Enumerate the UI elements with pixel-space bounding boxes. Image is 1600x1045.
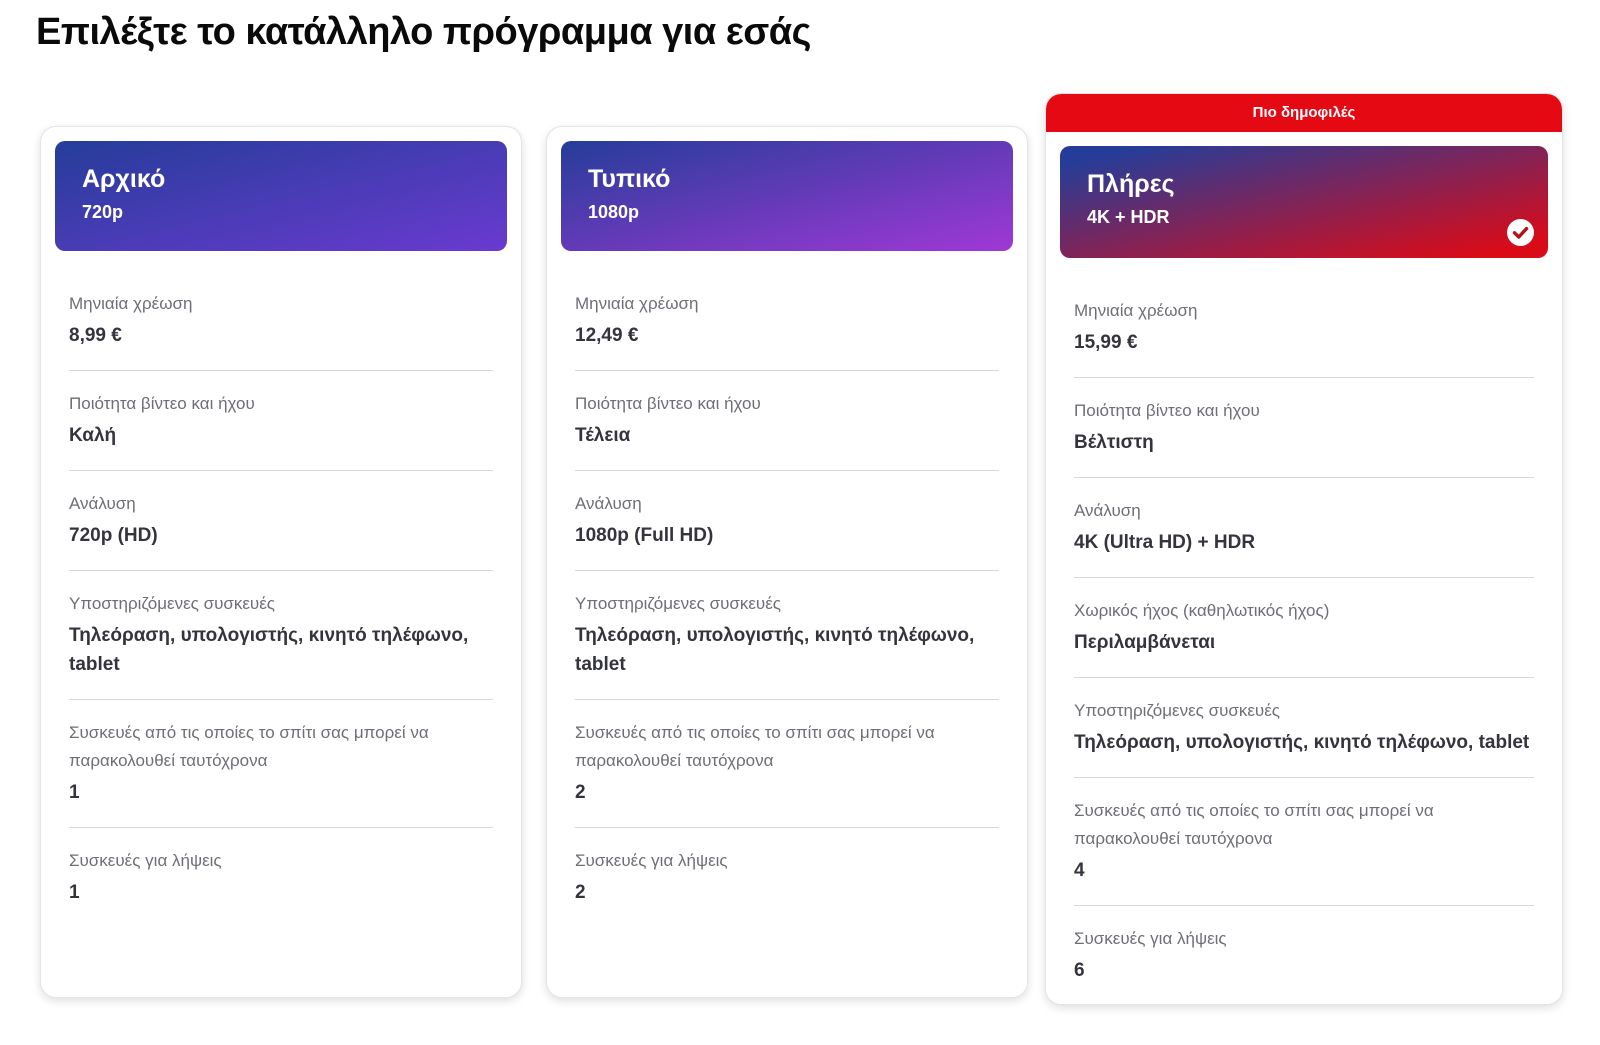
feature-row-av-quality: Ποιότητα βίντεο και ήχου Βέλτιστη bbox=[1074, 378, 1534, 478]
feature-value: Τηλεόραση, υπολογιστής, κινητό τηλέφωνο,… bbox=[1074, 731, 1530, 753]
plan-features-premium: Μηνιαία χρέωση 15,99 € Ποιότητα βίντεο κ… bbox=[1046, 272, 1562, 1004]
feature-value: Βέλτιστη bbox=[1074, 431, 1154, 453]
feature-label: Συσκευές για λήψεις bbox=[575, 850, 728, 870]
feature-row-simultaneous: Συσκευές από τις οποίες το σπίτι σας μπο… bbox=[69, 700, 493, 828]
feature-label: Συσκευές για λήψεις bbox=[69, 850, 222, 870]
plan-quality: 4K + HDR bbox=[1087, 206, 1170, 227]
feature-row-simultaneous: Συσκευές από τις οποίες το σπίτι σας μπο… bbox=[1074, 778, 1534, 906]
feature-value: 2 bbox=[575, 781, 586, 803]
check-circle-icon bbox=[1507, 218, 1534, 246]
feature-row-spatial-audio: Χωρικός ήχος (καθηλωτικός ήχος) Περιλαμβ… bbox=[1074, 578, 1534, 678]
feature-row-downloads: Συσκευές για λήψεις 6 bbox=[1074, 906, 1534, 1004]
feature-row-resolution: Ανάλυση 4K (Ultra HD) + HDR bbox=[1074, 478, 1534, 578]
feature-row-devices: Υποστηριζόμενες συσκευές Τηλεόραση, υπολ… bbox=[1074, 678, 1534, 778]
feature-value: Περιλαμβάνεται bbox=[1074, 631, 1216, 653]
feature-row-monthly-price: Μηνιαία χρέωση 12,49 € bbox=[575, 271, 999, 371]
page-title: Επιλέξτε το κατάλληλο πρόγραμμα για εσάς bbox=[36, 11, 811, 53]
feature-label: Χωρικός ήχος (καθηλωτικός ήχος) bbox=[1074, 600, 1330, 620]
plan-quality: 720p bbox=[82, 201, 124, 222]
plan-card-premium[interactable]: Πιο δημοφιλές Πλήρες 4K + HDR Μηνιαία χρ… bbox=[1045, 92, 1563, 1005]
feature-value: 1 bbox=[69, 781, 80, 803]
most-popular-badge: Πιο δημοφιλές bbox=[1046, 93, 1562, 132]
feature-label: Μηνιαία χρέωση bbox=[1074, 300, 1198, 320]
feature-value: 8,99 € bbox=[69, 324, 122, 346]
plan-name: Τυπικό bbox=[588, 164, 671, 193]
plan-features-basic: Μηνιαία χρέωση 8,99 € Ποιότητα βίντεο κα… bbox=[41, 265, 521, 927]
feature-label: Υποστηριζόμενες συσκευές bbox=[69, 593, 276, 613]
feature-row-devices: Υποστηριζόμενες συσκευές Τηλεόραση, υπολ… bbox=[575, 571, 999, 700]
feature-row-resolution: Ανάλυση 1080p (Full HD) bbox=[575, 471, 999, 571]
feature-value: Τέλεια bbox=[575, 424, 631, 446]
feature-value: 720p (HD) bbox=[69, 524, 158, 546]
feature-value: 6 bbox=[1074, 959, 1085, 981]
plan-name: Αρχικό bbox=[82, 164, 166, 193]
plan-quality: 1080p bbox=[588, 201, 640, 222]
feature-row-av-quality: Ποιότητα βίντεο και ήχου Τέλεια bbox=[575, 371, 999, 471]
feature-value: Τηλεόραση, υπολογιστής, κινητό τηλέφωνο,… bbox=[575, 624, 975, 675]
feature-row-monthly-price: Μηνιαία χρέωση 8,99 € bbox=[69, 271, 493, 371]
feature-label: Συσκευές από τις οποίες το σπίτι σας μπο… bbox=[1074, 800, 1434, 848]
feature-row-downloads: Συσκευές για λήψεις 2 bbox=[575, 828, 999, 927]
feature-row-downloads: Συσκευές για λήψεις 1 bbox=[69, 828, 493, 927]
feature-value: Καλή bbox=[69, 424, 117, 446]
feature-value: 12,49 € bbox=[575, 324, 639, 346]
feature-label: Ανάλυση bbox=[1074, 500, 1141, 520]
feature-row-simultaneous: Συσκευές από τις οποίες το σπίτι σας μπο… bbox=[575, 700, 999, 828]
feature-value: 15,99 € bbox=[1074, 331, 1138, 353]
feature-label: Συσκευές από τις οποίες το σπίτι σας μπο… bbox=[69, 722, 429, 770]
feature-label: Μηνιαία χρέωση bbox=[69, 293, 193, 313]
feature-value: 1080p (Full HD) bbox=[575, 524, 714, 546]
plan-features-standard: Μηνιαία χρέωση 12,49 € Ποιότητα βίντεο κ… bbox=[547, 265, 1027, 927]
feature-label: Ανάλυση bbox=[69, 493, 136, 513]
feature-row-devices: Υποστηριζόμενες συσκευές Τηλεόραση, υπολ… bbox=[69, 571, 493, 700]
plan-header-standard: Τυπικό 1080p bbox=[561, 140, 1013, 251]
feature-label: Μηνιαία χρέωση bbox=[575, 293, 699, 313]
feature-row-monthly-price: Μηνιαία χρέωση 15,99 € bbox=[1074, 278, 1534, 378]
feature-label: Υποστηριζόμενες συσκευές bbox=[1074, 700, 1281, 720]
feature-value: Τηλεόραση, υπολογιστής, κινητό τηλέφωνο,… bbox=[69, 624, 469, 675]
plan-header-basic: Αρχικό 720p bbox=[55, 140, 507, 251]
feature-value: 1 bbox=[69, 881, 80, 903]
plan-cards: Αρχικό 720p Μηνιαία χρέωση 8,99 € Ποιότη… bbox=[0, 92, 1600, 1005]
plan-card-basic[interactable]: Αρχικό 720p Μηνιαία χρέωση 8,99 € Ποιότη… bbox=[40, 125, 522, 998]
feature-value: 4 bbox=[1074, 859, 1085, 881]
feature-label: Συσκευές από τις οποίες το σπίτι σας μπο… bbox=[575, 722, 935, 770]
feature-row-av-quality: Ποιότητα βίντεο και ήχου Καλή bbox=[69, 371, 493, 471]
feature-label: Υποστηριζόμενες συσκευές bbox=[575, 593, 782, 613]
plan-name: Πλήρες bbox=[1087, 169, 1175, 198]
plan-card-standard[interactable]: Τυπικό 1080p Μηνιαία χρέωση 12,49 € Ποιό… bbox=[546, 125, 1028, 998]
feature-label: Ποιότητα βίντεο και ήχου bbox=[69, 393, 255, 413]
feature-label: Ποιότητα βίντεο και ήχου bbox=[575, 393, 761, 413]
feature-value: 4K (Ultra HD) + HDR bbox=[1074, 531, 1256, 553]
feature-row-resolution: Ανάλυση 720p (HD) bbox=[69, 471, 493, 571]
feature-value: 2 bbox=[575, 881, 586, 903]
plan-header-premium: Πλήρες 4K + HDR bbox=[1060, 145, 1548, 258]
feature-label: Ανάλυση bbox=[575, 493, 642, 513]
feature-label: Συσκευές για λήψεις bbox=[1074, 928, 1227, 948]
feature-label: Ποιότητα βίντεο και ήχου bbox=[1074, 400, 1260, 420]
